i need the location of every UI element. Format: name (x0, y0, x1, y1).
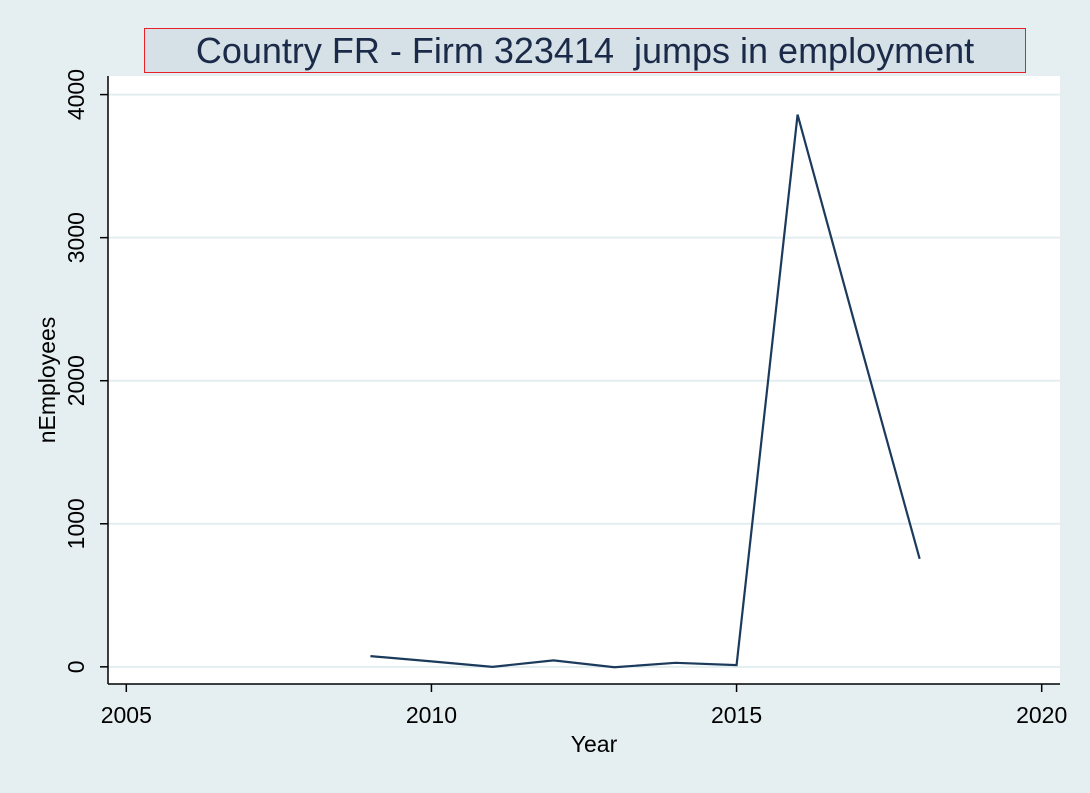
series-layer (370, 114, 921, 669)
y-tick-label: 3000 (63, 212, 89, 263)
y-tick-label: 1000 (63, 498, 89, 549)
x-axis-title: Year (571, 731, 618, 757)
y-tick-label: 4000 (63, 69, 89, 120)
x-tick-label: 2020 (1016, 702, 1067, 728)
y-axis-title: nEmployees (34, 317, 60, 444)
series-line (370, 114, 921, 669)
grid-lines (108, 93, 1060, 668)
x-tick-label: 2010 (406, 702, 457, 728)
y-tick-label: 2000 (63, 355, 89, 406)
x-tick-label: 2015 (711, 702, 762, 728)
chart-title: Country FR - Firm 323414 jumps in employ… (144, 28, 1026, 73)
y-tick-label: 0 (63, 660, 89, 673)
x-tick-label: 2005 (101, 702, 152, 728)
axes: 0 1000 2000 3000 4000 2005 2010 2015 2020 (63, 69, 1067, 728)
